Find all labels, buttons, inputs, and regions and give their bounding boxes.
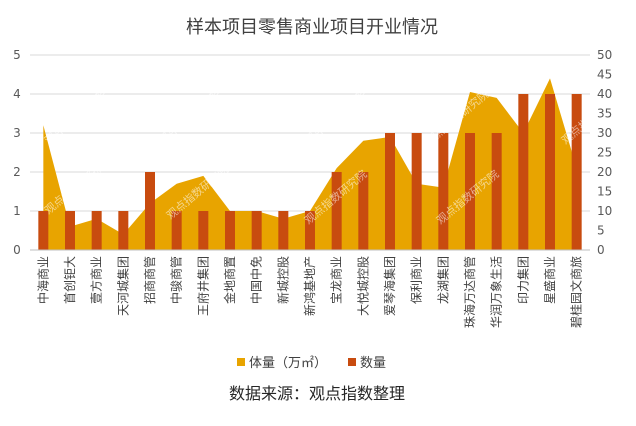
y-axis-left: 0 1 2 3 4 5 <box>13 48 21 257</box>
legend-swatch-count <box>348 358 356 366</box>
legend-item-count: 数量 <box>348 356 386 371</box>
bar-count <box>38 211 49 250</box>
x-tick-label: 龙湖集团 <box>435 256 450 304</box>
x-tick-label: 中国中免 <box>249 256 264 304</box>
x-tick-label: 中骏商管 <box>169 256 184 304</box>
x-tick-label: 印力集团 <box>515 256 530 304</box>
y-left-tick: 0 <box>13 243 21 257</box>
bar-count <box>518 94 529 250</box>
bar-count <box>65 211 75 250</box>
bar-count <box>545 94 555 250</box>
y-right-tick: 45 <box>597 68 612 82</box>
bar-count <box>331 172 342 250</box>
x-tick-label: 王府井集团 <box>195 256 210 316</box>
y-right-tick: 50 <box>597 48 612 62</box>
bar-count <box>491 133 502 250</box>
x-axis-labels: 中海商业 首创钜大 壹方商业 天河城集团 招商商管 中骏商管 王府井集团 金地商置 中国中免 新城… <box>35 256 583 328</box>
bar-count <box>225 211 235 250</box>
bar-count <box>358 172 369 250</box>
watermark-text: 观点指数研究院 <box>558 87 626 147</box>
y-left-tick: 4 <box>13 87 21 101</box>
x-tick-label: 金地商置 <box>222 256 237 304</box>
bar-count <box>465 133 475 250</box>
legend-item-volume: 体量（万㎡） <box>237 356 327 371</box>
x-tick-label: 首创钜大 <box>63 256 77 304</box>
bar-count <box>198 211 209 250</box>
bar-count <box>438 133 449 250</box>
x-tick-label: 中海商业 <box>35 256 50 304</box>
bar-count <box>91 211 102 250</box>
y-right-tick: 30 <box>597 126 612 140</box>
x-tick-label: 招商商管 <box>142 256 157 304</box>
x-tick-label: 珠海万达商管 <box>462 256 477 328</box>
bar-count <box>411 133 422 250</box>
legend-label-count: 数量 <box>360 356 386 371</box>
source-note: 数据来源：观点指数整理 <box>229 384 405 403</box>
y-left-tick: 1 <box>13 204 21 218</box>
y-left-tick: 2 <box>13 165 21 179</box>
watermark-text: 观点指数研究院 <box>41 87 109 147</box>
bar-count <box>171 211 182 250</box>
legend: 体量（万㎡） 数量 <box>237 356 386 371</box>
chart-title: 样本项目零售商业项目开业情况 <box>186 17 438 38</box>
bar-count <box>251 211 262 250</box>
bar-count <box>118 211 129 250</box>
x-tick-label: 新城控股 <box>275 256 290 304</box>
x-tick-label: 华润万象生活 <box>490 256 504 328</box>
legend-swatch-volume <box>237 358 245 366</box>
y-right-tick: 40 <box>597 87 612 101</box>
bar-count <box>145 172 155 250</box>
bar-count <box>305 211 315 250</box>
x-tick-label: 星盛商业 <box>542 256 557 304</box>
bar-series <box>38 94 582 250</box>
y-left-tick: 5 <box>13 48 21 62</box>
y-right-tick: 5 <box>597 224 605 238</box>
x-tick-label: 保利商业 <box>409 256 424 304</box>
y-right-tick: 10 <box>597 204 612 218</box>
y-right-tick: 25 <box>597 146 612 160</box>
bar-count <box>571 94 582 250</box>
x-tick-label: 爱琴海集团 <box>382 256 397 316</box>
legend-label-volume: 体量（万㎡） <box>249 356 327 371</box>
x-tick-label: 新鸿基地产 <box>302 256 317 316</box>
x-tick-label: 碧桂园文商旅 <box>569 256 584 328</box>
x-tick-label: 大悦城控股 <box>356 256 370 316</box>
y-right-tick: 15 <box>597 185 612 199</box>
x-tick-label: 天河城集团 <box>115 256 130 316</box>
x-tick-label: 宝龙商业 <box>329 256 344 304</box>
bar-count <box>385 133 395 250</box>
y-right-tick: 35 <box>597 107 612 121</box>
watermark-text: 观点指数研究院 <box>155 87 223 147</box>
x-tick-label: 壹方商业 <box>89 256 104 304</box>
y-left-tick: 3 <box>13 126 21 140</box>
y-right-tick: 0 <box>597 243 605 257</box>
y-right-tick: 20 <box>597 165 612 179</box>
y-axis-right: 0 5 10 15 20 25 30 35 40 45 50 <box>597 48 612 257</box>
watermark-text: 观点指数研究院 <box>301 87 369 147</box>
bar-count <box>278 211 289 250</box>
